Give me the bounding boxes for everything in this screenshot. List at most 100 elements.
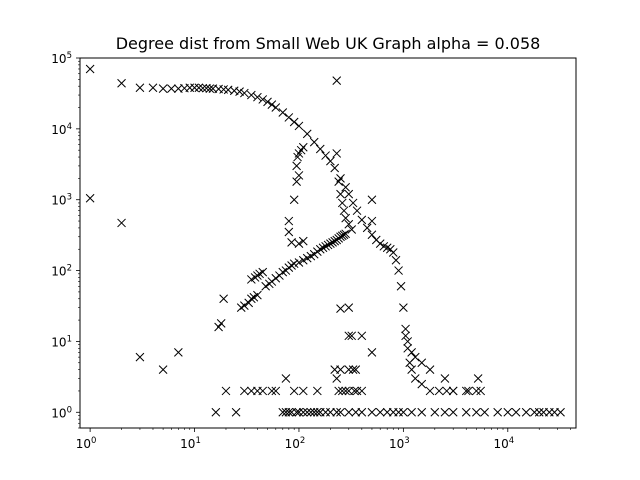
y-axis: 100 101 102 103 104 105 xyxy=(51,51,80,429)
data-point xyxy=(284,216,294,226)
data-point xyxy=(287,238,296,247)
plot-frame xyxy=(79,57,577,429)
x-axis: 100 101 102 103 104 xyxy=(76,428,571,451)
data-point xyxy=(493,407,503,417)
data-point xyxy=(309,407,319,417)
data-point xyxy=(321,151,330,160)
data-point xyxy=(347,225,357,234)
data-point xyxy=(271,103,281,112)
data-point xyxy=(417,358,427,368)
y-tick-label: 101 xyxy=(51,334,72,349)
plot-background xyxy=(80,58,576,428)
chart-title: Degree dist from Small Web UK Graph alph… xyxy=(116,34,541,53)
data-point xyxy=(231,407,241,417)
data-point xyxy=(337,198,347,208)
data-point xyxy=(357,215,367,225)
data-point xyxy=(461,386,471,396)
data-point xyxy=(219,294,228,304)
data-point xyxy=(246,294,256,304)
data-point xyxy=(410,374,420,383)
data-point xyxy=(396,281,406,291)
data-point xyxy=(174,348,183,357)
points-layer xyxy=(85,64,565,417)
data-point xyxy=(294,171,304,180)
data-point xyxy=(434,386,444,396)
data-point xyxy=(289,195,299,205)
data-point xyxy=(394,266,403,275)
data-point xyxy=(357,407,367,417)
data-point xyxy=(448,386,458,396)
data-point xyxy=(534,407,544,417)
y-tick-label: 104 xyxy=(51,122,72,137)
data-point xyxy=(401,331,410,341)
data-point xyxy=(350,386,359,396)
data-point xyxy=(253,290,262,300)
data-point xyxy=(391,255,401,265)
data-point xyxy=(344,303,354,312)
data-point xyxy=(407,348,416,357)
data-point xyxy=(289,386,299,396)
data-point xyxy=(341,213,351,223)
data-point xyxy=(294,239,304,248)
x-tick-label: 102 xyxy=(285,436,306,451)
data-point xyxy=(521,407,531,417)
data-point xyxy=(330,236,340,246)
data-point xyxy=(344,219,354,229)
data-point xyxy=(263,97,272,107)
data-point xyxy=(315,244,325,254)
data-point xyxy=(294,121,304,131)
data-point xyxy=(351,365,361,374)
data-point xyxy=(550,407,559,417)
data-point xyxy=(440,407,450,417)
data-point xyxy=(117,78,126,88)
data-point xyxy=(315,144,325,154)
data-point xyxy=(298,255,308,265)
data-point xyxy=(556,407,565,417)
data-point xyxy=(321,241,330,251)
data-point xyxy=(292,177,301,186)
data-point xyxy=(407,365,416,374)
data-point xyxy=(267,386,277,396)
data-point xyxy=(417,379,427,389)
data-point xyxy=(464,386,473,396)
data-point xyxy=(284,407,294,417)
data-point xyxy=(410,352,420,362)
data-point xyxy=(211,407,221,417)
data-point xyxy=(332,149,342,158)
data-point xyxy=(309,137,319,147)
data-point xyxy=(261,281,271,291)
data-point xyxy=(328,238,337,247)
data-point xyxy=(158,84,168,93)
data-point xyxy=(258,95,268,104)
data-point xyxy=(425,365,435,374)
data-point xyxy=(253,92,262,102)
data-point xyxy=(330,163,340,173)
data-point xyxy=(326,407,335,417)
data-point xyxy=(352,206,362,216)
x-tick-label: 101 xyxy=(180,436,201,451)
data-point xyxy=(341,386,351,396)
data-point xyxy=(357,331,367,341)
data-point xyxy=(401,324,410,334)
data-point xyxy=(229,86,239,96)
data-point xyxy=(344,189,354,199)
y-tick-label: 105 xyxy=(51,51,72,66)
data-point xyxy=(323,240,333,250)
data-point xyxy=(117,218,126,228)
data-point xyxy=(337,386,347,396)
data-point xyxy=(148,83,158,93)
data-point xyxy=(362,223,372,233)
data-point xyxy=(190,83,199,93)
data-point xyxy=(284,113,294,122)
data-point xyxy=(302,407,312,417)
data-point xyxy=(417,407,427,417)
data-point xyxy=(214,322,223,332)
data-point xyxy=(298,407,308,417)
data-point xyxy=(302,129,312,139)
data-point xyxy=(246,386,256,396)
data-point xyxy=(258,386,268,396)
data-point xyxy=(472,407,481,417)
data-point xyxy=(344,365,354,374)
data-point xyxy=(476,386,486,396)
